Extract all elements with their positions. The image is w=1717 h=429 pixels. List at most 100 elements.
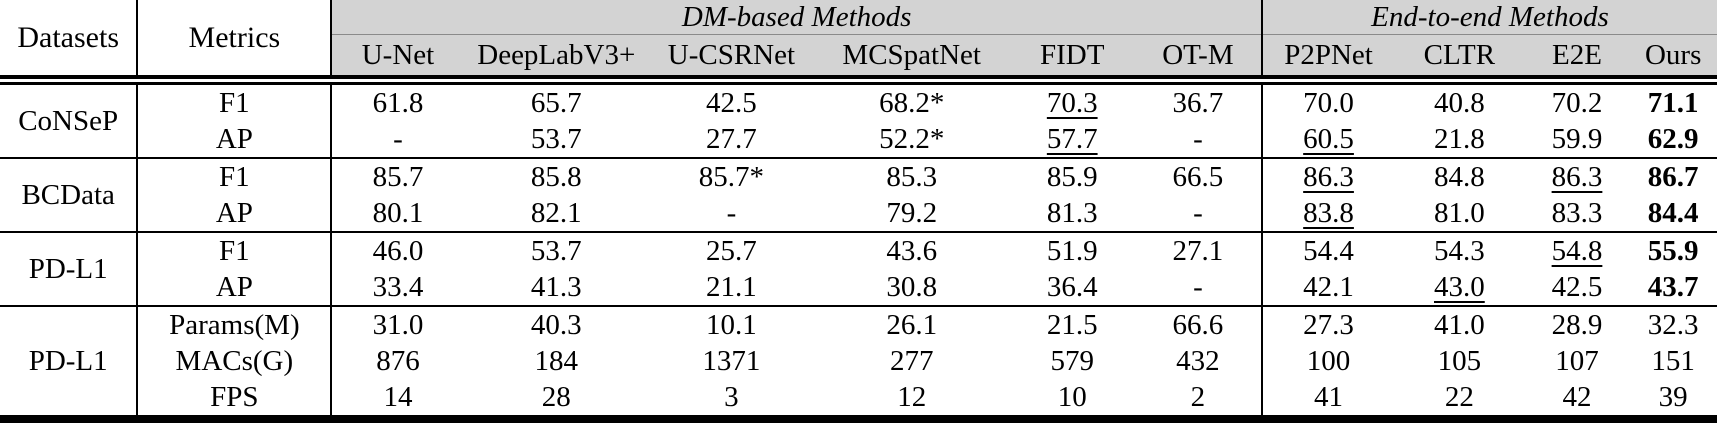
value-cell: 40.3	[463, 305, 649, 343]
table-row: MACs(G) 876 184 1371 277 579 432 100 105 107 151	[0, 343, 1717, 379]
metric-label: MACs(G)	[137, 343, 333, 379]
method-header-u-net: U-Net	[331, 34, 464, 77]
value-cell: 33.4	[372, 270, 424, 303]
value-cell: 27.1	[1134, 231, 1262, 269]
value-cell: 68.2*	[879, 86, 945, 119]
value-cell: 80.1	[372, 196, 424, 229]
value-cell: 25.7	[649, 231, 814, 269]
value-cell: 28.9	[1524, 305, 1630, 343]
value-cell: 36.7	[1172, 86, 1224, 119]
method-header-fidt: FIDT	[1009, 34, 1135, 77]
value-cell: 70.2	[1551, 86, 1603, 119]
value-cell: 432	[1176, 344, 1220, 377]
value-cell: 10	[1057, 380, 1087, 413]
value-cell: -	[1193, 196, 1203, 229]
value-cell: 53.7	[530, 122, 582, 155]
value-cell: 86.3	[1524, 157, 1630, 195]
value-cell: 70.0	[1260, 83, 1395, 121]
value-cell: 43.6	[813, 231, 1010, 269]
metric-label: FPS	[137, 379, 333, 419]
value-cell: 54.4	[1260, 231, 1395, 269]
value-cell: 54.8	[1524, 231, 1630, 269]
value-cell: -	[1193, 122, 1203, 155]
metric-label: F1	[137, 157, 333, 195]
value-cell: 52.2*	[879, 122, 945, 155]
value-cell: -	[393, 122, 403, 155]
value-cell: 66.6	[1134, 305, 1262, 343]
value-cell: 21.5	[1009, 305, 1135, 343]
value-cell: 85.7	[331, 157, 464, 195]
value-cell: 43.0	[1434, 270, 1485, 303]
dataset-label: CoNSeP	[0, 83, 139, 158]
value-cell: 21.8	[1434, 122, 1485, 155]
value-cell: 43.7	[1647, 270, 1699, 303]
value-cell: -	[726, 196, 737, 229]
value-cell: 85.9	[1009, 157, 1135, 195]
table-row: PD-L1 F1 46.0 53.7 25.7 43.6 51.9 27.1 54.4 54.3 5…	[0, 231, 1717, 306]
group-header-end-to-end-methods: End-to-end Methods	[1260, 0, 1717, 35]
table-row: FPS 14 28 3 12 10 2 41 22 42 39	[0, 379, 1717, 419]
value-cell: 62.9	[1647, 122, 1699, 155]
value-cell: 40.8	[1434, 86, 1485, 119]
header-datasets: Datasets	[0, 0, 139, 77]
value-cell: 12	[897, 380, 927, 413]
value-cell: 57.7	[1046, 122, 1098, 155]
table-row: BCData F1 85.7 85.8 85.7* 85.3 85.9 66.5 86.3 84.…	[0, 157, 1717, 232]
value-cell: 65.7	[530, 86, 582, 119]
value-cell: 81.0	[1434, 196, 1485, 229]
method-header-row: U-Net DeepLabV3+ U-CSRNet MCSpatNet FIDT OT-M…	[0, 34, 1717, 77]
value-cell: -	[1193, 270, 1203, 303]
value-cell: 71.1	[1647, 86, 1699, 119]
method-header-ours: Ours	[1629, 34, 1717, 77]
value-cell: 66.5	[1134, 157, 1262, 195]
value-cell: 70.3	[1046, 86, 1098, 119]
dataset-label: PD-L1	[0, 305, 139, 419]
method-header-deeplabv3-: DeepLabV3+	[463, 34, 649, 77]
dataset-label: BCData	[0, 157, 139, 232]
value-cell: 83.8	[1260, 195, 1395, 232]
table-row: CoNSeP F1 61.8 65.7 42.5 68.2* 70.3 36.7 70.0 40.…	[0, 83, 1717, 158]
value-cell: 28	[541, 380, 571, 413]
value-cell: 41.0	[1394, 305, 1525, 343]
table-row: PD-L1 Params(M) 31.0 40.3 10.1 26.1 21.5 66.6 27…	[0, 305, 1717, 419]
value-cell: 54.3	[1394, 231, 1525, 269]
method-header-ot-m: OT-M	[1134, 34, 1262, 77]
value-cell: 27.7	[706, 122, 757, 155]
value-cell: 39	[1658, 380, 1688, 413]
value-cell: 10.1	[649, 305, 814, 343]
value-cell: 41.3	[530, 270, 582, 303]
value-cell: 21.1	[706, 270, 757, 303]
value-cell: 46.0	[331, 231, 464, 269]
value-cell: 59.9	[1551, 122, 1603, 155]
value-cell: 184	[534, 344, 579, 377]
value-cell: 32.3	[1629, 305, 1717, 343]
value-cell: 41	[1260, 379, 1395, 419]
value-cell: 86.7	[1629, 157, 1717, 195]
method-header-e2e: E2E	[1524, 34, 1630, 77]
method-header-cltr: CLTR	[1394, 34, 1525, 77]
value-cell: 3	[724, 380, 739, 413]
value-cell: 2	[1190, 380, 1206, 413]
table-row: AP - 53.7 27.7 52.2* 57.7 - 60.5 21.8 59.9 62.9	[0, 121, 1717, 158]
bottom-rule-line	[0, 415, 1717, 427]
value-cell: 876	[376, 344, 420, 377]
value-cell: 579	[1050, 344, 1094, 377]
value-cell: 1371	[702, 344, 761, 377]
header-body-double-rule	[0, 75, 1717, 85]
metric-label: Params(M)	[137, 305, 333, 343]
value-cell: 26.1	[813, 305, 1010, 343]
method-header-p2pnet: P2PNet	[1260, 34, 1395, 77]
metric-label: F1	[137, 231, 333, 269]
value-cell: 51.9	[1009, 231, 1135, 269]
header-metrics: Metrics	[137, 0, 333, 77]
method-header-u-csrnet: U-CSRNet	[649, 34, 814, 77]
bottom-rule	[0, 415, 1717, 427]
value-cell: 86.3	[1260, 157, 1395, 195]
metric-label: AP	[137, 195, 333, 232]
value-cell: 85.7*	[649, 157, 814, 195]
group-header-row: Datasets Metrics DM-based Methods End-to…	[0, 0, 1717, 77]
value-cell: 107	[1555, 344, 1599, 377]
value-cell: 100	[1260, 343, 1395, 379]
value-cell: 151	[1651, 344, 1695, 377]
